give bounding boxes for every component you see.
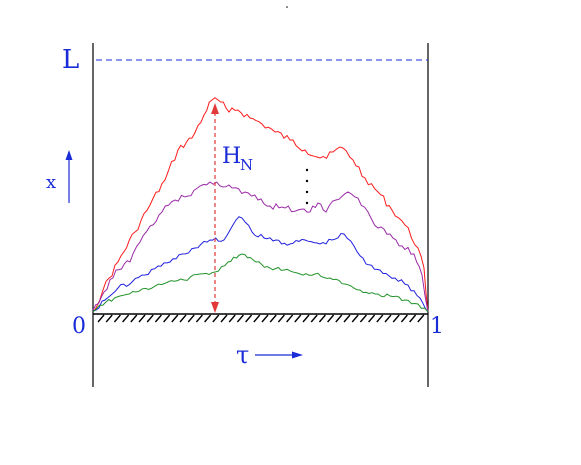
label-L: L <box>62 45 79 75</box>
label-H: H <box>222 144 241 169</box>
height-arrow <box>211 103 219 313</box>
label-one: 1 <box>430 314 444 339</box>
more-paths-dots <box>305 168 309 205</box>
x-direction-arrow <box>65 150 73 203</box>
path-second <box>92 181 429 313</box>
path-inner <box>92 253 429 313</box>
stray-dot <box>286 6 288 8</box>
baseline-hatching <box>97 314 425 323</box>
tau-direction-arrow <box>255 351 303 359</box>
path-outer <box>92 97 429 313</box>
label-zero: 0 <box>72 314 86 339</box>
label-N: N <box>240 156 253 174</box>
label-tau: τ <box>236 341 249 369</box>
label-x: x <box>46 172 56 193</box>
path-third <box>92 216 429 313</box>
